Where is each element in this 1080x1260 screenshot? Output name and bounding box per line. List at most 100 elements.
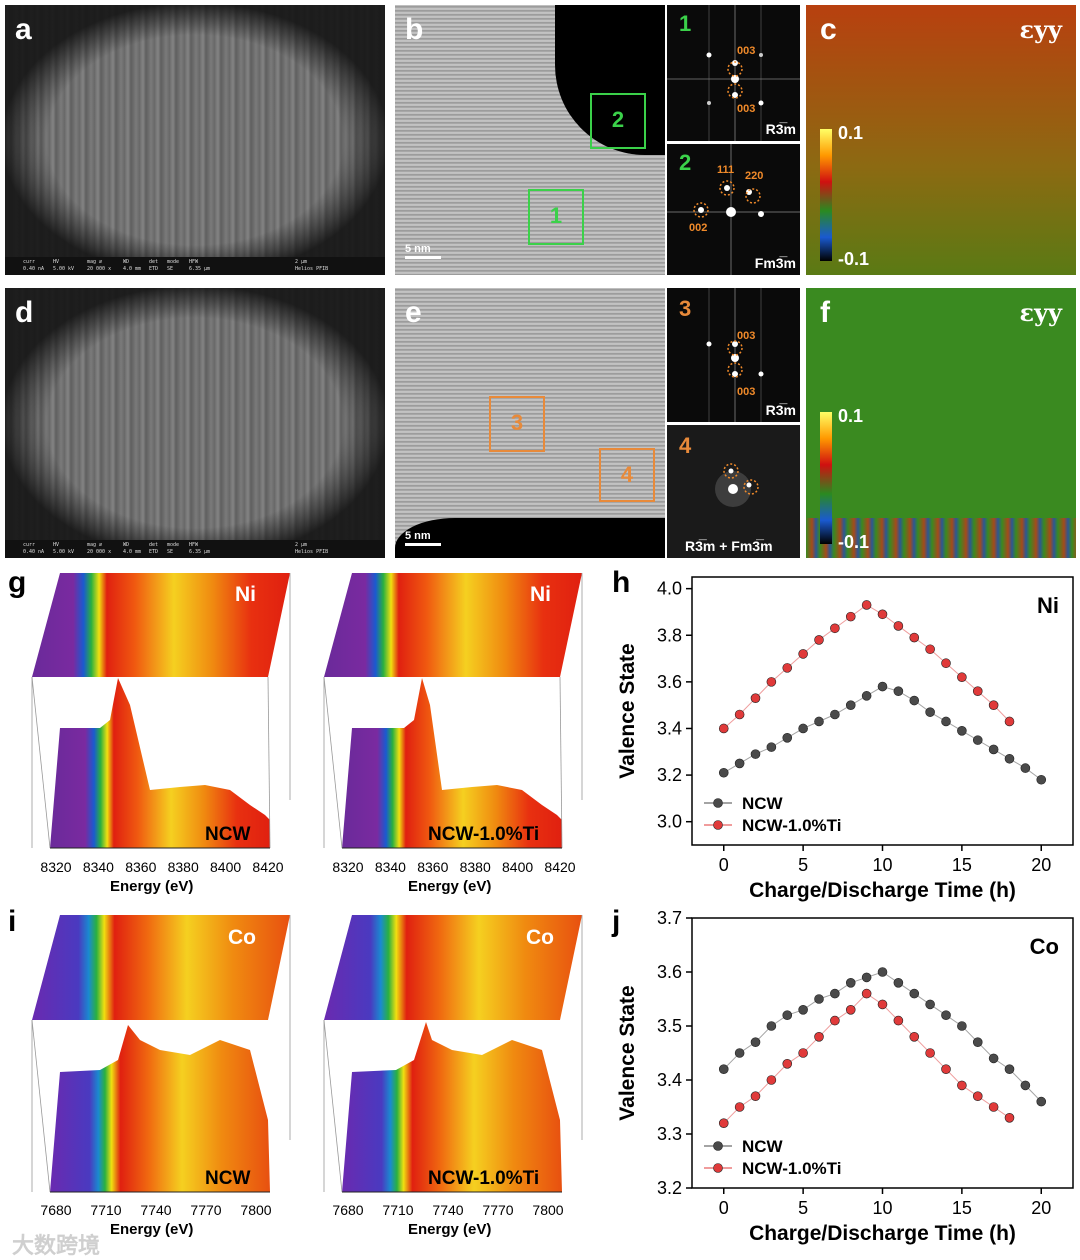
sem-mode-value: SE — [167, 266, 174, 272]
energy-tick-label: 8400 — [210, 859, 242, 875]
data-point — [877, 999, 888, 1010]
data-point — [877, 967, 888, 977]
data-point — [750, 749, 761, 759]
data-point — [925, 1048, 935, 1058]
data-point — [988, 1102, 999, 1112]
energy-tick-label: 7740 — [432, 1202, 464, 1218]
particle-boundary — [5, 5, 385, 275]
scale-bar-label: 5 nm — [405, 530, 431, 542]
data-point — [845, 611, 856, 622]
element-label-ni-right: Ni — [530, 583, 551, 606]
energy-tick-label: 8340 — [374, 859, 406, 875]
data-point — [1036, 774, 1047, 785]
legend-label: NCW — [742, 794, 784, 813]
fft-3-number: 3 — [679, 296, 692, 321]
y-tick-label: 3.7 — [657, 908, 682, 928]
data-point — [1020, 1080, 1031, 1091]
panel-e-fft-3: 3 003 003 R3̅m — [667, 288, 800, 422]
watermark: 大数跨境 — [12, 1234, 101, 1259]
x-tick-label: 5 — [798, 855, 808, 875]
fft-1-index-top: 003 — [737, 45, 756, 57]
data-point — [925, 999, 935, 1010]
data-point — [750, 1037, 761, 1047]
data-point — [814, 994, 824, 1004]
sem-hfw-value: 6.35 μm — [189, 549, 211, 555]
colorbar-max: 0.1 — [838, 123, 864, 143]
energy-tick-label: 7680 — [332, 1202, 364, 1218]
y-tick-label: 3.6 — [657, 672, 682, 692]
data-point — [988, 700, 999, 710]
fft-pattern-3 — [706, 288, 764, 422]
data-point — [957, 1021, 967, 1031]
y-tick-label: 3.6 — [657, 962, 682, 982]
data-point — [1004, 716, 1015, 727]
sample-label-ncw-ti: NCW-1.0%Ti — [428, 1168, 540, 1189]
y-tick-label: 3.8 — [657, 625, 682, 645]
sem-mag-value: 20 000 x — [87, 549, 112, 555]
scale-bar-label: 5 nm — [405, 243, 431, 255]
sem-scale-label: 2 μm — [295, 542, 308, 548]
sem-curr-label: curr — [23, 259, 36, 265]
data-point — [909, 695, 920, 706]
legend-marker — [713, 1141, 723, 1151]
chart-title: Ni — [1037, 593, 1059, 618]
sem-wd-label: WD — [123, 259, 130, 265]
data-point — [830, 623, 840, 634]
sem-scale-label: 2 μm — [295, 259, 308, 265]
data-point — [750, 693, 761, 703]
ni-xlabel-right: Energy (eV) — [408, 878, 492, 895]
data-point — [814, 716, 824, 727]
data-point — [861, 691, 872, 701]
sem-hv-value: 5.00 kV — [53, 549, 75, 555]
data-point — [861, 972, 872, 983]
data-point — [972, 735, 983, 745]
data-point — [782, 732, 793, 743]
x-tick-label: 15 — [952, 855, 972, 875]
y-tick-label: 4.0 — [657, 579, 682, 599]
fft-pattern-4 — [715, 463, 759, 507]
y-axis-label: Valence State — [616, 985, 639, 1120]
y-tick-label: 3.2 — [657, 765, 682, 785]
roi-box-1-label: 1 — [549, 203, 563, 228]
sem-det-label: det — [149, 542, 159, 548]
data-point — [957, 1080, 967, 1091]
data-point — [845, 1004, 856, 1015]
data-point — [845, 700, 856, 710]
sem-hv-label: HV — [53, 259, 60, 265]
energy-tick-label: 7710 — [382, 1202, 414, 1218]
sem-info-bar: curr 0.40 nA HV 5.00 kV mag ⌀ 20 000 x W… — [5, 257, 385, 275]
panel-label-a: a — [15, 13, 32, 46]
sem-brand: Helios PFIB — [295, 549, 329, 555]
panel-b-stem-image: b 2 1 5 nm — [395, 5, 665, 275]
energy-tick-label: 8420 — [252, 859, 284, 875]
data-point — [830, 1015, 840, 1026]
legend-label: NCW-1.0%Ti — [742, 816, 841, 835]
energy-tick-label: 8360 — [125, 859, 157, 875]
sem-hv-label: HV — [53, 542, 60, 548]
sem-mag-label: mag ⌀ — [87, 542, 103, 548]
data-point — [972, 1091, 983, 1101]
energy-tick-label: 8320 — [40, 859, 72, 875]
fft-2-index-111: 111 — [717, 164, 735, 176]
data-point — [941, 1064, 951, 1074]
sample-label-ncw: NCW — [205, 1168, 251, 1189]
data-point — [734, 1102, 745, 1112]
energy-tick-label: 7710 — [90, 1202, 122, 1218]
sem-curr-value: 0.40 nA — [23, 549, 45, 555]
series-line — [723, 992, 1010, 1124]
energy-tick-label: 7680 — [40, 1202, 72, 1218]
colorbar-min: -0.1 — [838, 532, 870, 552]
energy-tick-label: 8360 — [417, 859, 449, 875]
sem-wd-label: WD — [123, 542, 130, 548]
x-tick-label: 10 — [872, 855, 892, 875]
panel-label-h: h — [612, 566, 631, 599]
energy-tick-label: 8340 — [82, 859, 114, 875]
panel-label-f: f — [820, 296, 830, 329]
x-axis-label: Charge/Discharge Time (h) — [749, 879, 1016, 902]
sem-brand: Helios PFIB — [295, 266, 329, 272]
sem-wd-value: 4.0 mm — [123, 266, 142, 272]
roi-box-3: 3 — [489, 396, 545, 452]
data-point — [718, 723, 729, 734]
sem-mode-value: SE — [167, 549, 174, 555]
